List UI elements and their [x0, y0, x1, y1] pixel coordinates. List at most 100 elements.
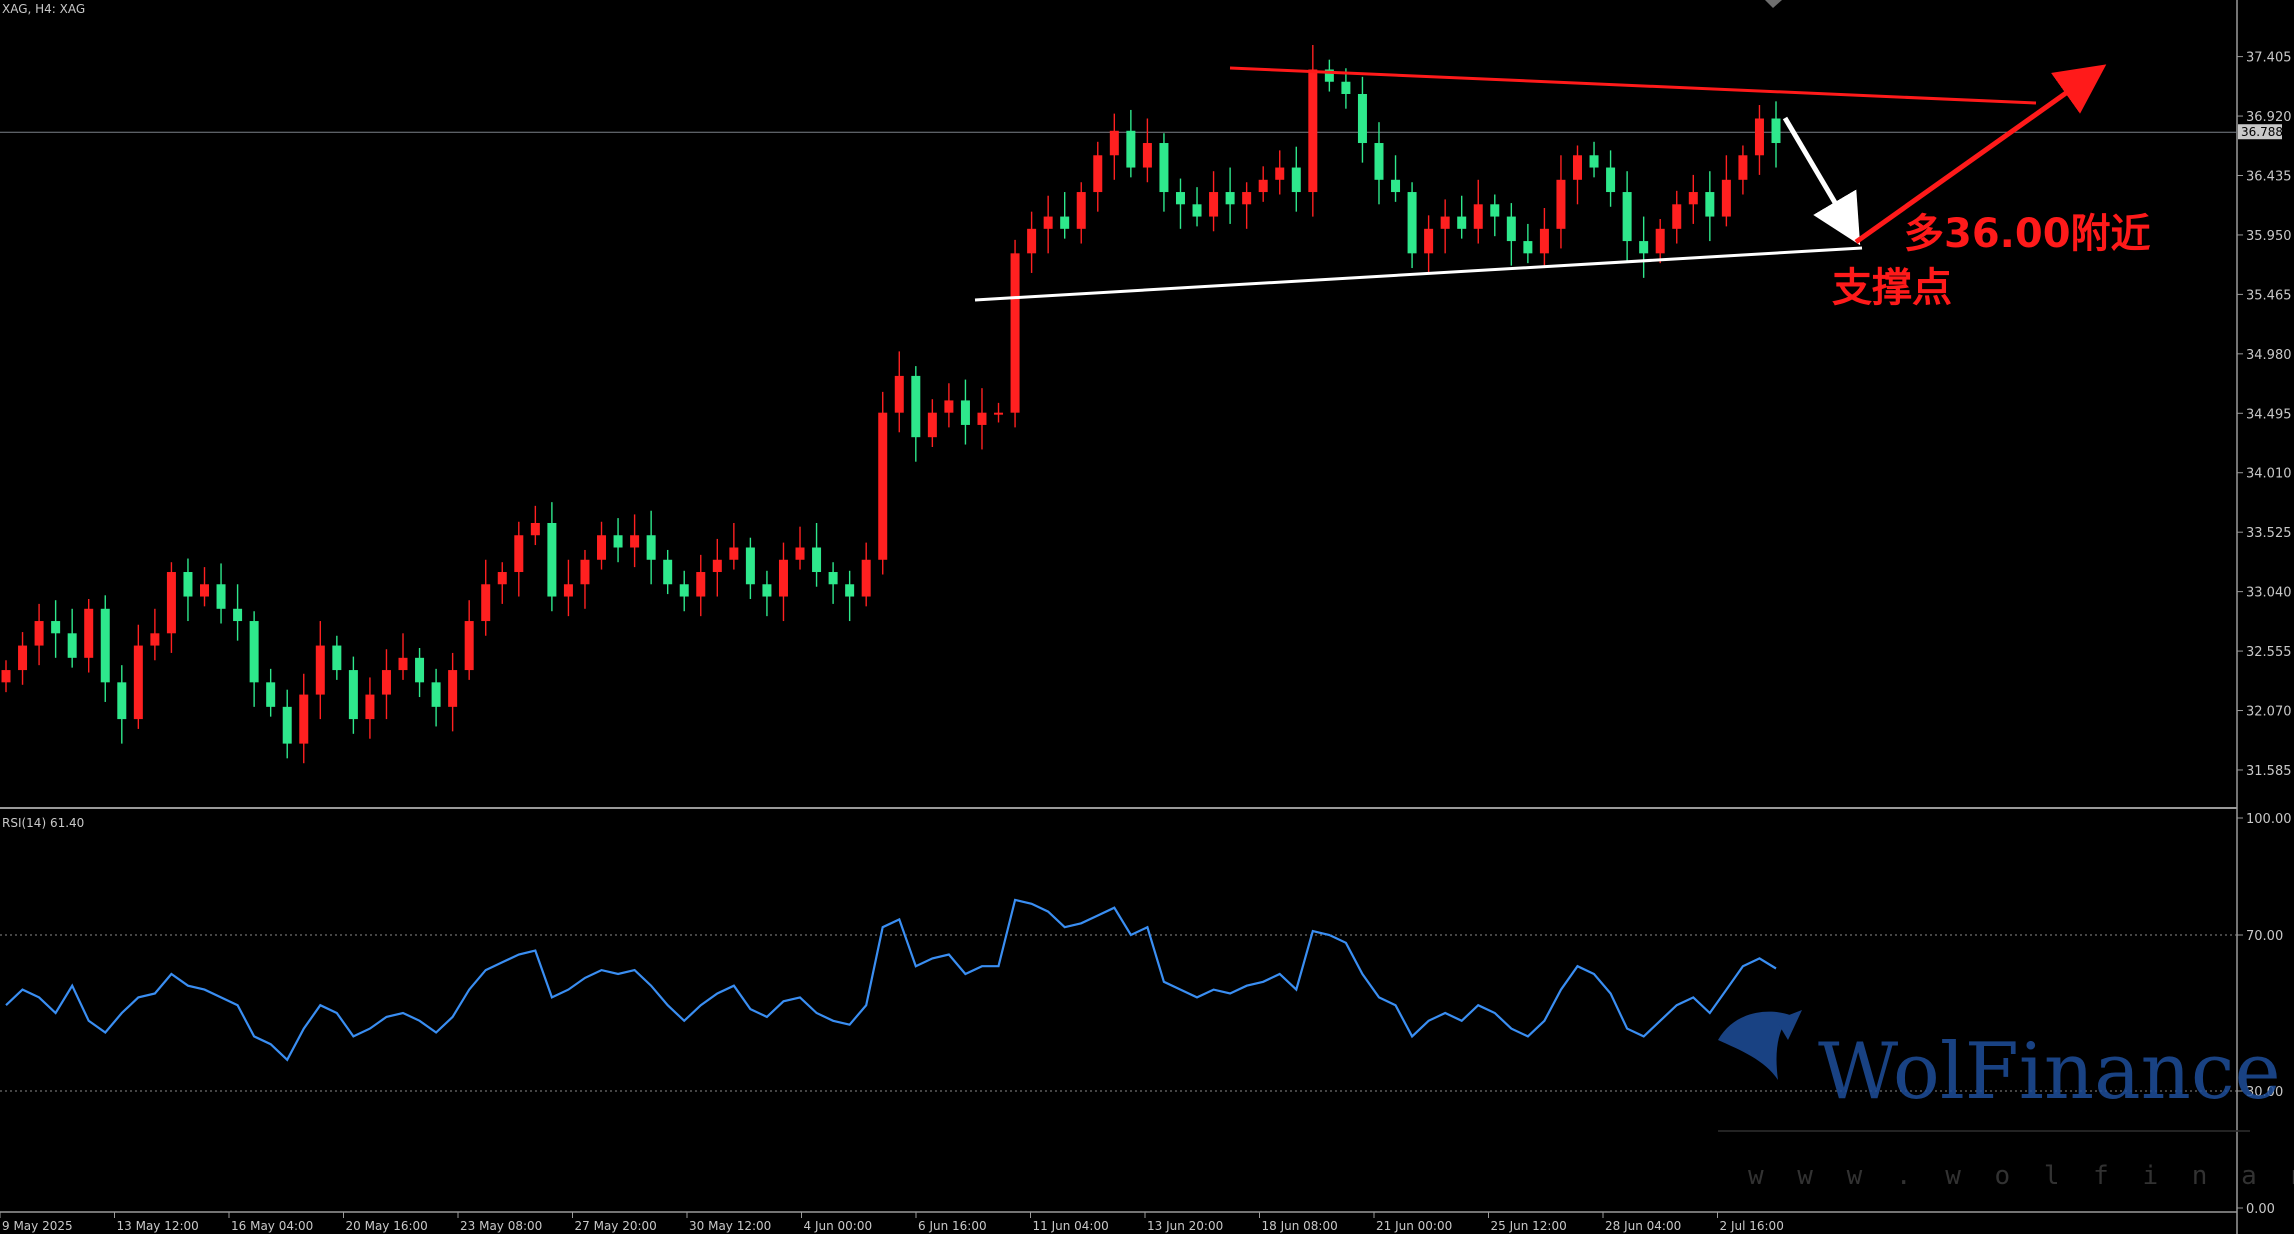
- candle-body: [1374, 143, 1384, 180]
- price-tick-label: 37.405: [2246, 51, 2292, 66]
- candle-body: [1589, 155, 1599, 168]
- support-trendline[interactable]: [974, 246, 1863, 302]
- time-tick-label: 2 Jul 16:00: [1720, 1219, 1784, 1233]
- watermark-url: w w w . w o l f i n a n c e . c o m: [1748, 1161, 2294, 1191]
- candle-body: [398, 657, 408, 671]
- candle-body: [183, 572, 193, 597]
- candle-body: [1705, 192, 1715, 217]
- candle-body: [1126, 130, 1136, 168]
- candle-body: [464, 621, 474, 671]
- candle-body: [1060, 216, 1070, 229]
- candlestick-series: [1, 44, 1781, 764]
- candle-body: [1043, 216, 1053, 229]
- time-tick-label: 9 May 2025: [2, 1219, 73, 1233]
- annotation-line-2: 支撑点: [1832, 265, 1952, 311]
- candle-body: [1324, 69, 1334, 82]
- candle-body: [1109, 130, 1119, 156]
- time-axis-ticks: 9 May 2025 13 May 12:00 16 May 04:00 20 May…: [0, 1212, 1784, 1233]
- candle-body: [166, 572, 176, 634]
- down-arrow[interactable]: [1782, 116, 1861, 246]
- price-tick-label: 32.555: [2246, 645, 2292, 660]
- candle-body: [812, 547, 822, 573]
- candle-body: [994, 412, 1004, 415]
- candle-body: [1490, 204, 1500, 217]
- candle-body: [762, 584, 772, 597]
- candle-body: [1556, 179, 1566, 229]
- candle-body: [1771, 118, 1781, 144]
- rsi-line: [5, 898, 1777, 1062]
- time-tick-label: 21 Jun 00:00: [1376, 1219, 1452, 1233]
- candle-body: [1258, 179, 1268, 193]
- price-tick-label: 33.525: [2246, 526, 2292, 541]
- time-tick-label: 28 Jun 04:00: [1605, 1219, 1681, 1233]
- candle-body: [266, 682, 276, 707]
- wolf-ear-icon: [1776, 1010, 1802, 1040]
- resistance-trendline[interactable]: [1229, 66, 2037, 105]
- wolf-logo-icon: [1718, 1011, 1790, 1080]
- time-tick-label: 20 May 16:00: [346, 1219, 428, 1233]
- candle-body: [1159, 143, 1169, 193]
- candle-body: [1688, 192, 1698, 205]
- candle-body: [200, 584, 210, 597]
- candle-body: [216, 584, 226, 609]
- candle-body: [448, 670, 458, 707]
- candle-body: [1010, 253, 1020, 413]
- up-arrow[interactable]: [1854, 64, 2107, 245]
- candle-body: [861, 559, 871, 597]
- rsi-tick-label: 30.00: [2246, 1085, 2283, 1100]
- candle-body: [1275, 167, 1285, 180]
- candle-body: [150, 633, 160, 646]
- watermark-brand: WolFinance: [1818, 1027, 2281, 1117]
- candle-body: [497, 572, 507, 585]
- rsi-label: RSI(14) 61.40: [2, 816, 84, 830]
- candle-body: [1440, 216, 1450, 229]
- candle-body: [1407, 192, 1417, 254]
- candle-body: [1027, 228, 1037, 254]
- candle-body: [745, 547, 755, 585]
- candle-body: [563, 584, 573, 597]
- candle-body: [613, 535, 623, 548]
- candle-body: [1093, 155, 1103, 193]
- time-tick-label: 25 Jun 12:00: [1491, 1219, 1567, 1233]
- price-tick-label: 33.040: [2246, 586, 2292, 601]
- scroll-marker-icon[interactable]: [1765, 0, 1782, 8]
- candle-body: [67, 633, 77, 658]
- candle-body: [315, 645, 325, 695]
- price-tick-label: 31.585: [2246, 764, 2292, 779]
- candle-body: [365, 694, 375, 720]
- candle-body: [1291, 167, 1301, 193]
- price-tick-label: 34.495: [2246, 407, 2292, 422]
- candle-body: [1225, 192, 1235, 205]
- candle-body: [1341, 81, 1351, 94]
- candle-body: [1639, 241, 1649, 254]
- candle-body: [233, 608, 243, 622]
- time-tick-label: 11 Jun 04:00: [1033, 1219, 1109, 1233]
- candle-body: [1175, 192, 1185, 205]
- candle-body: [580, 559, 590, 585]
- candle-body: [18, 645, 28, 671]
- current-price-tag: [2238, 124, 2282, 140]
- candle-body: [514, 535, 524, 573]
- time-tick-label: 27 May 20:00: [575, 1219, 657, 1233]
- candle-body: [332, 645, 342, 671]
- candle-body: [481, 584, 491, 622]
- price-axis-ticks: 37.405 36.920 36.435 35.950 35.465 34.980 34.4…: [2237, 51, 2292, 779]
- candle-body: [1523, 241, 1533, 254]
- candle-body: [778, 559, 788, 597]
- candle-body: [1209, 192, 1219, 217]
- candle-body: [696, 572, 706, 597]
- candle-body: [1738, 155, 1748, 180]
- candle-body: [878, 412, 888, 560]
- price-tick-label: 35.950: [2246, 229, 2292, 244]
- price-tick-label: 34.980: [2246, 348, 2292, 363]
- candle-body: [977, 412, 987, 425]
- candle-body: [431, 682, 441, 707]
- candle-body: [1622, 192, 1632, 242]
- current-price-tag-text: 36.788: [2241, 125, 2283, 139]
- price-tick-label: 32.070: [2246, 705, 2292, 720]
- candle-body: [100, 608, 110, 683]
- candle-body: [663, 559, 673, 585]
- candle-body: [646, 535, 656, 560]
- annotation-line-1: 多36.00附近: [1904, 211, 2151, 257]
